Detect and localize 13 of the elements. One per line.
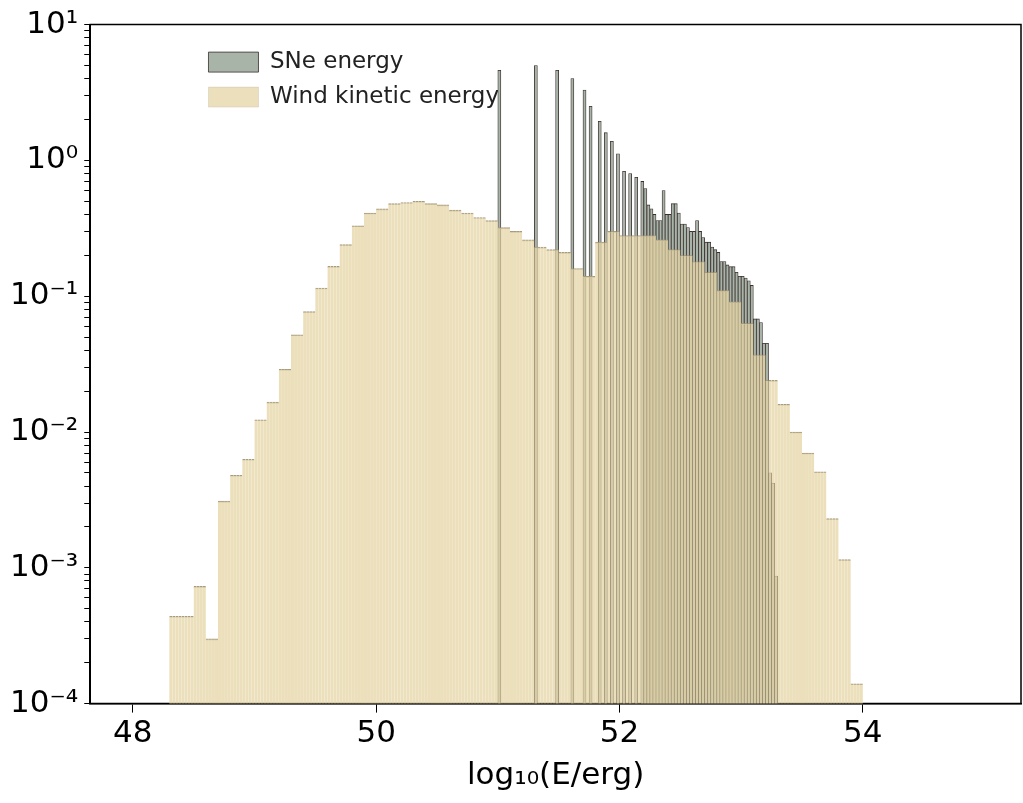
y-tick-label: 10⁻⁴	[9, 682, 79, 719]
x-tick-label: 50	[356, 713, 396, 750]
y-tick-label: 10¹	[26, 3, 79, 40]
x-tick-label: 54	[843, 713, 883, 750]
legend-label: Wind kinetic energy	[269, 82, 500, 109]
legend-label: SNe energy	[269, 47, 404, 74]
y-tick-label: 10⁻²	[9, 411, 79, 448]
x-tick-label: 48	[113, 713, 153, 750]
y-tick-label: 10⁰	[26, 139, 79, 176]
y-tick-label: 10⁻¹	[9, 275, 79, 312]
y-tick-label: 10⁻³	[9, 546, 79, 583]
x-tick-label: 52	[599, 713, 640, 750]
x-axis-title: log₁₀(E/erg)	[466, 755, 645, 792]
